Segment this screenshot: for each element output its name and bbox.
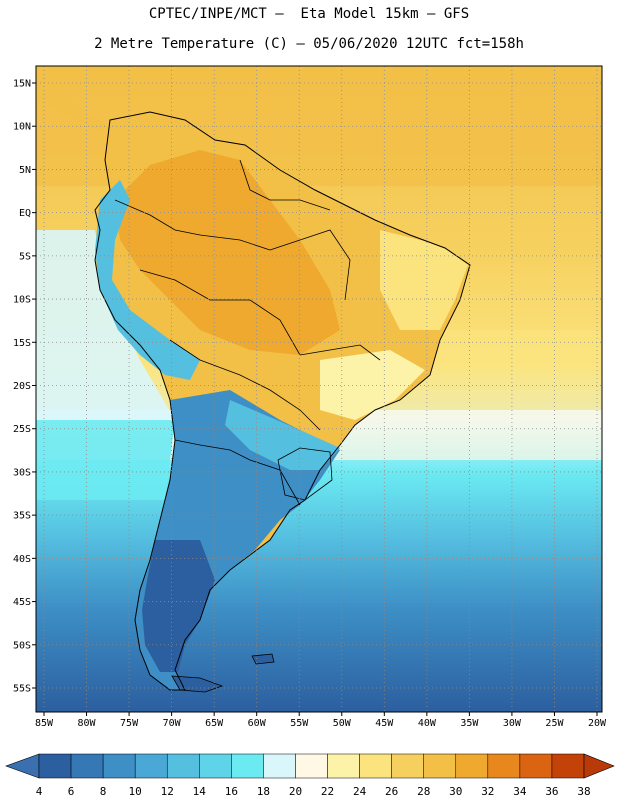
map-subtitle: 2 Metre Temperature (C) – 05/06/2020 12U… [94,36,524,52]
lat-label: 25S [13,424,31,435]
lat-label: 20S [13,381,31,392]
colorbar-swatch [263,753,296,779]
lat-label: 10S [13,295,31,306]
colorbar-swatch [70,753,104,779]
colorbar-label: 8 [100,785,107,798]
lon-label: 80W [78,718,97,729]
colorbar-label: 6 [68,785,75,798]
latitude-labels: 15N 10N 5N EQ 5S 10S 15S 20S 25S 30S 35S 40S 45S 50S 5… [13,79,36,695]
colorbar-label: 4 [36,785,43,798]
central-america-land [36,80,110,132]
lat-label: 40S [13,554,31,565]
pampas-mild [225,400,340,470]
lat-label: 5S [19,251,31,262]
colorbar-label: 30 [449,785,462,798]
lon-label: 75W [120,718,139,729]
colorbar-label: 18 [257,785,270,798]
colorbar-label: 28 [417,785,430,798]
colorbar-swatch [102,753,136,779]
colorbar-label: 12 [161,785,174,798]
colorbar-swatch [359,753,392,779]
lat-label: 55S [13,684,31,695]
southeast-cooler [320,350,425,420]
colorbar-labels: 4 6 8 10 12 14 16 18 20 22 24 26 28 30 32 34 36 38 [36,785,591,798]
colorbar-label: 16 [225,785,238,798]
lon-label: 35W [460,718,479,729]
andes-cold [95,180,200,380]
coastline [94,111,471,691]
lon-label: 65W [205,718,224,729]
colorbar-low-arrow [5,753,40,779]
colorbar-label: 22 [321,785,334,798]
pacific-cool-water [36,230,175,420]
map-frame [35,65,603,713]
colorbar-swatch [455,753,489,779]
pacific-mid-water [36,420,175,500]
colorbar-label: 10 [129,785,142,798]
colorbar-swatch [166,753,200,779]
northeast-cooler [380,230,468,330]
amazon-warm-region [115,150,340,355]
colorbar-label: 24 [353,785,367,798]
lon-label: 50W [333,718,352,729]
colorbar-swatch [551,753,585,779]
lon-label: 20W [588,718,607,729]
colorbar-swatch [38,753,72,779]
lon-label: 25W [545,718,564,729]
colorbar-high-arrow [583,753,615,779]
colorbar-label: 26 [385,785,398,798]
colorbar-swatch [519,753,553,779]
lat-label: 15S [13,338,31,349]
lat-label: 15N [13,79,31,90]
longitude-labels: 85W 80W 75W 70W 65W 60W 55W 50W 45W 40W 35W 30W 25W 2… [35,712,607,729]
lon-label: 45W [375,718,394,729]
lon-label: 85W [35,718,54,729]
colorbar-swatch [199,753,232,779]
colorbar-swatch [487,753,521,779]
lon-label: 55W [290,718,309,729]
lat-label: 5N [19,165,31,176]
lon-label: 40W [418,718,437,729]
colorbar-swatch [231,753,264,779]
lat-label: 10N [13,122,31,133]
lon-label: 30W [503,718,522,729]
colorbar-label: 14 [193,785,207,798]
patagonia-coldest [142,540,215,672]
lat-label: 45S [13,597,31,608]
lat-label: 50S [13,640,31,651]
colorbar [5,753,615,779]
colorbar-swatch [391,753,424,779]
colorbar-label: 34 [513,785,527,798]
map-title: CPTEC/INPE/MCT – Eta Model 15km – GFS [148,6,470,22]
lon-label: 60W [248,718,267,729]
falklands-land [251,653,275,665]
colorbar-label: 38 [577,785,590,798]
colorbar-label: 32 [481,785,494,798]
lat-label: EQ [19,208,31,219]
lat-label: 35S [13,511,31,522]
colorbar-swatch [423,753,457,779]
lat-label: 30S [13,467,31,478]
colorbar-label: 20 [289,785,302,798]
colorbar-label: 36 [545,785,558,798]
map-field [36,66,602,712]
colorbar-swatch [134,753,168,779]
colorbar-swatch [295,753,328,779]
lon-label: 70W [163,718,182,729]
colorbar-swatch [327,753,360,779]
